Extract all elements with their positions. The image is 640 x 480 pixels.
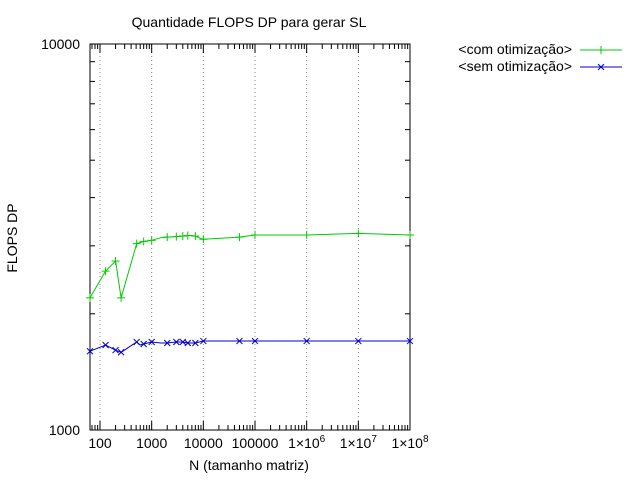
data-point-marker [184,339,192,347]
y-tick-label: 10000 [41,36,80,52]
series-1 [86,229,414,302]
legend: <com otimização><sem otimização> [458,41,622,74]
y-tick-label: 1000 [49,422,80,438]
x-tick-label-exponent: 7 [371,434,377,445]
data-point-marker [303,337,311,345]
data-point-marker [354,337,362,345]
data-point-marker [86,347,94,355]
x-tick-label: 100000 [232,435,279,451]
data-point-marker [148,338,156,346]
plot-frame [89,43,411,431]
x-tick-label-exponent: 6 [320,434,326,445]
data-point-marker [179,338,187,346]
data-point-marker [102,341,109,349]
series-line [89,232,411,299]
x-tick-label: 100 [88,435,112,451]
data-point-marker [112,346,119,354]
data-point-marker [236,337,243,345]
data-point-marker [117,348,125,356]
series-2 [86,337,414,356]
data-point-marker [163,339,171,347]
series [86,229,414,356]
x-tick-label: 10000 [184,435,223,451]
data-point-marker [191,339,199,347]
axes: 100 1000 10000 100000 1×106 1×107 1×108 1000 100… [41,36,429,451]
data-point-marker [251,337,259,345]
grid-lines [99,44,359,430]
x-axis-label: N (tamanho matriz) [189,457,309,473]
x-tick-label: 1×107 [340,434,378,451]
data-point-marker [172,338,180,346]
legend-label: <com otimização> [458,41,572,57]
y-axis-label: FLOPS DP [4,203,20,272]
data-point-marker [406,337,414,345]
legend-label: <sem otimização> [458,58,572,74]
data-point-marker [133,338,141,346]
data-point-marker [597,63,605,71]
chart-title: Quantidade FLOPS DP para gerar SL [132,14,367,30]
x-tick-label-exponent: 8 [423,434,429,445]
x-tick-label: 1000 [136,435,167,451]
x-tick-label: 1×108 [391,434,429,451]
data-point-marker [140,340,148,348]
data-point-marker [199,337,207,345]
x-tick-label: 1×106 [288,434,326,451]
